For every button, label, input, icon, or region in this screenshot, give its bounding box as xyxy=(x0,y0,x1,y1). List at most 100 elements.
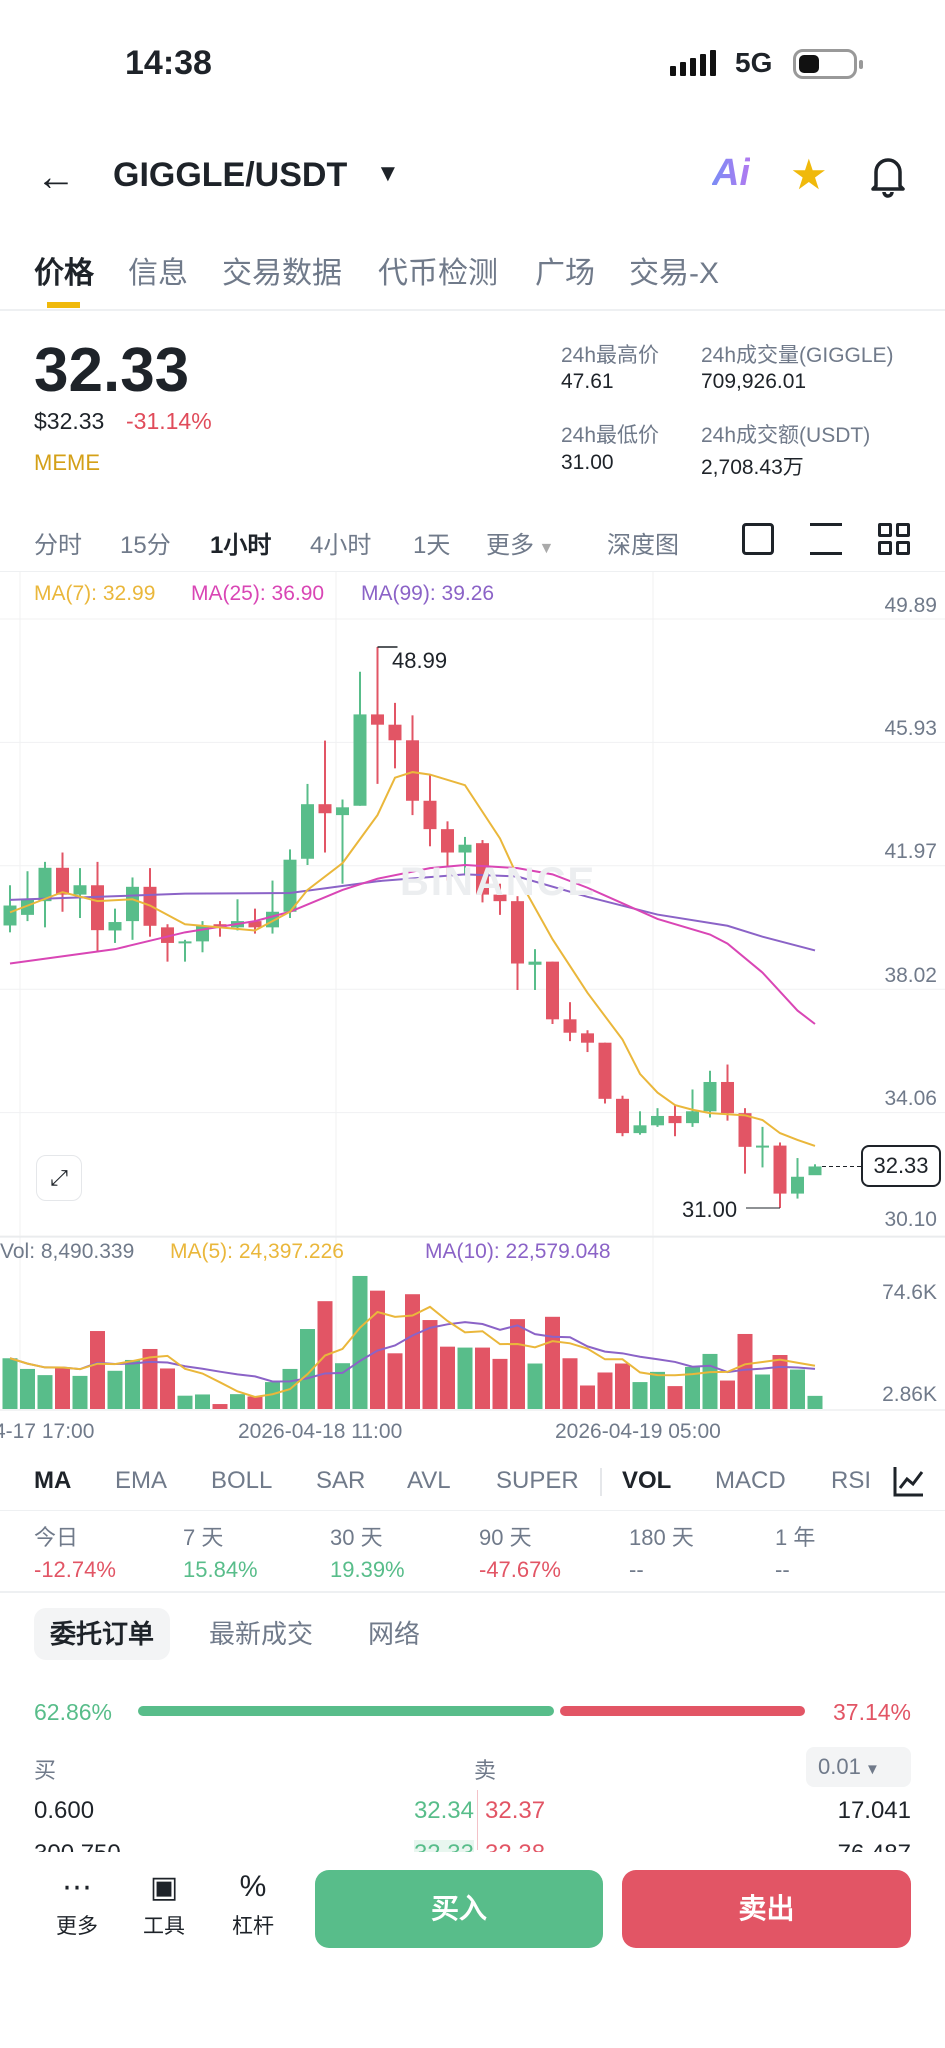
performance-value: 15.84% xyxy=(183,1557,258,1582)
depth-chart-button[interactable]: 深度图 xyxy=(607,532,679,559)
candle-body xyxy=(476,843,489,895)
sell-button[interactable]: 卖出 xyxy=(622,1870,911,1948)
volume-bar xyxy=(562,1358,578,1409)
tab-square[interactable]: 广场 xyxy=(535,257,595,290)
candle-body xyxy=(703,1081,717,1112)
chart-top-divider xyxy=(0,571,945,572)
interval-1d[interactable]: 1天 xyxy=(413,532,451,559)
ask-price[interactable]: 32.38 xyxy=(485,1840,545,1852)
indicator-avl[interactable]: AVL xyxy=(407,1467,451,1494)
favorite-star-icon[interactable]: ★ xyxy=(790,151,828,198)
candle-body xyxy=(21,899,34,915)
volume-bar xyxy=(37,1375,53,1409)
ma25-legend: MA(25): 36.90 xyxy=(191,582,325,605)
interval-more[interactable]: 更多 ▼ xyxy=(486,525,554,560)
high-marker-label: 48.99 xyxy=(392,648,448,673)
candle-body xyxy=(738,1113,752,1147)
candlestick-chart[interactable] xyxy=(0,572,945,1422)
vol-ma5-legend: MA(5): 24,397.226 xyxy=(170,1240,344,1263)
bid-price[interactable]: 32.33 xyxy=(413,1840,474,1852)
ai-assistant-icon[interactable]: Ai xyxy=(712,152,750,194)
tools-label: 工具 xyxy=(143,1915,185,1938)
candle-body xyxy=(616,1098,629,1134)
volume-ma10-line xyxy=(9,1321,816,1383)
tab-info[interactable]: 信息 xyxy=(128,257,188,290)
candle-body xyxy=(73,885,87,895)
ask-price[interactable]: 32.37 xyxy=(485,1797,546,1824)
indicator-super[interactable]: SUPER xyxy=(496,1467,579,1494)
volume-axis-label: 74.6K xyxy=(882,1281,937,1304)
performance-value: -- xyxy=(775,1557,790,1582)
volume-bar xyxy=(72,1375,88,1409)
performance-value: -47.67% xyxy=(479,1557,561,1582)
price-step-dropdown[interactable]: 0.01 ▼ xyxy=(806,1747,911,1787)
indicator-sar[interactable]: SAR xyxy=(316,1467,366,1494)
volume-bar xyxy=(212,1404,228,1409)
tools-grid-icon: ▣ xyxy=(149,1871,179,1904)
interval-4h[interactable]: 4小时 xyxy=(310,532,372,559)
indicator-macd[interactable]: MACD xyxy=(715,1467,786,1494)
candle-body xyxy=(633,1125,647,1134)
chevron-down-icon: ▼ xyxy=(860,1761,880,1778)
indicator-settings-icon[interactable] xyxy=(892,1464,926,1498)
active-tab-indicator xyxy=(47,302,80,308)
candle-body xyxy=(528,961,542,965)
back-arrow-icon[interactable]: ← xyxy=(36,155,76,199)
volume-bar xyxy=(632,1382,648,1409)
volume-bar xyxy=(790,1369,805,1409)
more-button[interactable]: ⋯ 更多 xyxy=(47,1870,107,1940)
candle-body xyxy=(651,1115,664,1126)
interval-line[interactable]: 分时 xyxy=(34,532,82,559)
performance-value: -12.74% xyxy=(34,1557,116,1582)
indicator-vol[interactable]: VOL xyxy=(622,1467,672,1494)
high-value: 47.61 xyxy=(561,370,614,393)
candle-body xyxy=(336,807,349,816)
tab-trading-data[interactable]: 交易数据 xyxy=(222,257,342,290)
candle-body xyxy=(441,829,454,853)
buy-button[interactable]: 买入 xyxy=(315,1870,603,1948)
volume-bar xyxy=(160,1368,175,1409)
chart-settings-icon[interactable] xyxy=(810,523,842,555)
tab-price[interactable]: 价格 xyxy=(34,257,94,290)
bell-icon[interactable] xyxy=(866,152,910,198)
candle-body xyxy=(108,922,122,931)
fullscreen-chart-icon[interactable] xyxy=(742,523,774,555)
tab-token-check[interactable]: 代币检测 xyxy=(378,257,498,290)
tab-trade-x[interactable]: 交易-X xyxy=(629,257,719,290)
indicator-boll[interactable]: BOLL xyxy=(211,1467,273,1494)
tab-recent-trades[interactable]: 最新成交 xyxy=(209,1619,314,1649)
step-value: 0.01 xyxy=(818,1754,861,1779)
buy-ratio: 62.86% xyxy=(34,1699,113,1725)
bid-price[interactable]: 32.34 xyxy=(413,1797,474,1824)
volume-bar xyxy=(265,1382,280,1409)
indicator-rsi[interactable]: RSI xyxy=(831,1467,872,1494)
expand-chart-icon[interactable]: ⤢ xyxy=(36,1155,82,1201)
category-tag[interactable]: MEME xyxy=(34,450,100,475)
current-price-tag: 32.33 xyxy=(861,1145,941,1187)
tab-order-book[interactable]: 委托订单 xyxy=(34,1608,171,1660)
indicator-ema[interactable]: EMA xyxy=(115,1467,168,1494)
leverage-button[interactable]: % 杠杆 xyxy=(223,1870,283,1940)
volume-bar xyxy=(405,1294,420,1409)
interval-1h[interactable]: 1小时 xyxy=(210,532,272,559)
indicator-ma[interactable]: MA xyxy=(34,1467,72,1494)
candle-body xyxy=(668,1115,682,1124)
volume-bar xyxy=(685,1366,700,1409)
performance-label: 90 天 xyxy=(479,1525,532,1550)
candle-body xyxy=(493,894,507,902)
ma25-line xyxy=(9,863,816,1025)
volume-bar xyxy=(702,1353,718,1409)
pair-title[interactable]: GIGGLE/USDT xyxy=(113,156,348,194)
candle-body xyxy=(511,901,524,964)
interval-15m[interactable]: 15分 xyxy=(120,532,171,559)
volume-bar xyxy=(807,1395,823,1409)
more-label: 更多 xyxy=(486,532,534,559)
last-price: 32.33 xyxy=(34,336,190,405)
tab-network[interactable]: 网络 xyxy=(368,1619,421,1649)
layout-grid-icon[interactable] xyxy=(878,523,910,555)
pair-dropdown-icon[interactable]: ▼ xyxy=(376,160,400,187)
performance-label: 7 天 xyxy=(183,1525,224,1550)
price-axis-label: 45.93 xyxy=(884,717,937,740)
volume-bar xyxy=(352,1275,368,1409)
tools-button[interactable]: ▣ 工具 xyxy=(134,1870,194,1940)
